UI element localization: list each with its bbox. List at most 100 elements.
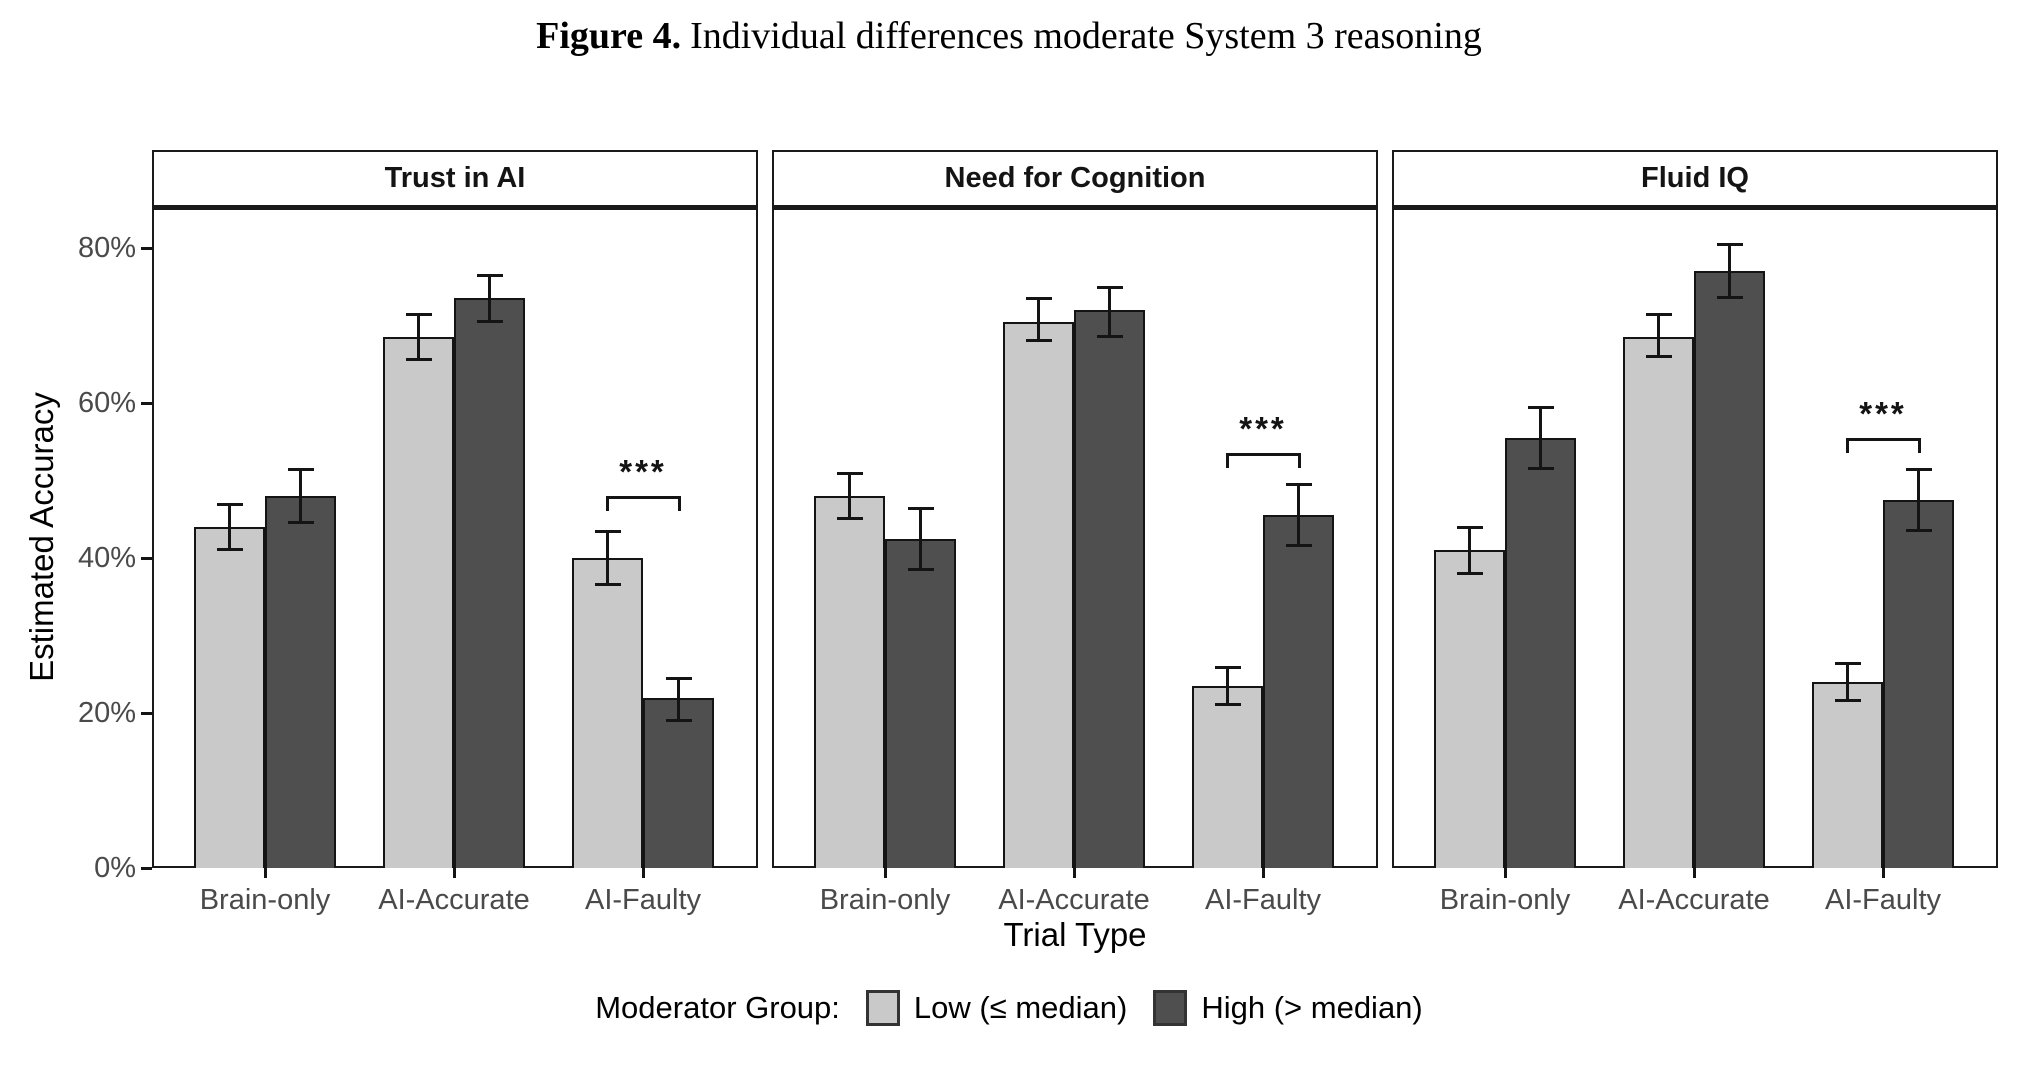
- x-axis-title: Trial Type: [1003, 916, 1147, 953]
- error-bar-cap-bottom: [907, 567, 934, 571]
- y-tick-mark: [141, 556, 152, 560]
- error-bar-line: [1108, 286, 1111, 338]
- x-tick-label: Brain-only: [819, 884, 951, 916]
- x-tick-mark: [1503, 868, 1507, 878]
- significance-stars: ***: [1239, 410, 1287, 448]
- error-bar-line: [1037, 298, 1040, 341]
- error-bar-cap-top: [1527, 405, 1554, 409]
- legend-title: Moderator Group:: [595, 990, 840, 1025]
- figure-title: Figure 4. Individual differences moderate…: [0, 14, 2018, 58]
- bar-high: [454, 298, 525, 868]
- error-bar-cap-top: [1025, 297, 1052, 301]
- error-bar-cap-bottom: [405, 358, 432, 362]
- x-tick-mark: [1692, 868, 1696, 878]
- bar-low: [572, 558, 643, 868]
- bar-high: [1694, 271, 1765, 868]
- bar-low: [1003, 321, 1074, 868]
- facet-strip: Trust in AI: [152, 150, 758, 207]
- error-bar-cap-top: [1285, 483, 1312, 487]
- y-tick-label: 40%: [77, 542, 136, 574]
- significance-bracket: [605, 496, 681, 511]
- error-bar-cap-bottom: [1716, 296, 1743, 300]
- error-bar-line: [1917, 468, 1920, 531]
- y-tick-mark: [141, 246, 152, 250]
- x-tick-mark: [883, 868, 887, 878]
- error-bar-cap-top: [1456, 526, 1483, 529]
- bar-low: [1434, 550, 1505, 868]
- x-tick-mark: [452, 868, 456, 878]
- legend-label-low: Low (≤ median): [913, 990, 1128, 1025]
- bar-high: [643, 697, 714, 868]
- y-tick-label: 80%: [77, 232, 136, 264]
- legend-swatch-high: [1153, 990, 1188, 1026]
- x-tick-mark: [263, 868, 267, 878]
- bar-high: [1505, 437, 1576, 868]
- error-bar-cap-top: [665, 677, 692, 681]
- y-tick-mark: [141, 401, 152, 405]
- error-bar-cap-bottom: [836, 517, 863, 521]
- significance-bracket: [1225, 453, 1301, 469]
- error-bar-line: [299, 468, 302, 524]
- error-bar-cap-bottom: [1905, 528, 1932, 532]
- error-bar-cap-top: [287, 467, 314, 471]
- error-bar-line: [1468, 527, 1471, 574]
- x-tick-label: Brain-only: [199, 884, 331, 916]
- significance-stars: ***: [619, 453, 667, 490]
- error-bar-cap-top: [836, 471, 863, 475]
- bar-low: [814, 496, 885, 868]
- error-bar-cap-top: [594, 529, 621, 533]
- error-bar-cap-top: [1214, 665, 1241, 669]
- x-tick-label: AI-Accurate: [1618, 884, 1770, 916]
- error-bar-line: [606, 530, 609, 586]
- facet-strip: Need for Cognition: [772, 150, 1378, 207]
- figure-title-prefix: Figure 4.: [536, 15, 682, 57]
- error-bar-cap-bottom: [216, 548, 243, 552]
- y-axis-title: Estimated Accuracy: [23, 392, 60, 682]
- error-bar-cap-top: [1905, 467, 1932, 471]
- legend-label-high: High (> median): [1201, 990, 1423, 1025]
- x-tick-label: AI-Accurate: [998, 884, 1150, 916]
- error-bar-cap-bottom: [1456, 571, 1483, 575]
- error-bar-cap-top: [476, 274, 503, 278]
- error-bar-cap-top: [1096, 285, 1123, 289]
- x-tick-label: AI-Faulty: [1824, 884, 1942, 916]
- facet-strip: Fluid IQ: [1392, 150, 1998, 207]
- significance-bracket: [1845, 437, 1921, 453]
- bar-high: [1074, 310, 1145, 868]
- bar-low: [1192, 685, 1263, 868]
- y-tick-mark: [141, 866, 152, 870]
- error-bar-cap-bottom: [1645, 354, 1672, 358]
- error-bar-cap-bottom: [1527, 466, 1554, 470]
- bar-high: [1263, 515, 1334, 868]
- y-tick-label: 20%: [77, 697, 136, 729]
- y-tick-label: 0%: [94, 852, 136, 884]
- error-bar-cap-bottom: [287, 521, 314, 525]
- x-tick-mark: [1881, 868, 1885, 878]
- error-bar-line: [1539, 406, 1542, 469]
- error-bar-cap-bottom: [476, 319, 503, 323]
- error-bar-line: [1226, 666, 1229, 706]
- error-bar-line: [677, 678, 680, 721]
- error-bar-cap-bottom: [665, 718, 692, 722]
- error-bar-line: [1297, 484, 1300, 547]
- error-bar-cap-top: [1716, 243, 1743, 247]
- x-tick-mark: [641, 868, 645, 878]
- bar-low: [383, 337, 454, 868]
- error-bar-line: [488, 275, 491, 322]
- x-tick-mark: [1072, 868, 1076, 878]
- error-bar-line: [1846, 662, 1849, 702]
- bar-high: [885, 538, 956, 868]
- error-bar-cap-bottom: [594, 583, 621, 587]
- error-bar-cap-bottom: [1285, 544, 1312, 548]
- error-bar-cap-bottom: [1096, 335, 1123, 339]
- x-tick-label: AI-Accurate: [378, 884, 530, 916]
- significance-stars: ***: [1859, 394, 1907, 432]
- error-bar-line: [1728, 244, 1731, 299]
- error-bar-cap-bottom: [1214, 703, 1241, 707]
- error-bar-line: [919, 507, 922, 570]
- bar-high: [1883, 499, 1954, 868]
- error-bar-cap-top: [216, 502, 243, 506]
- bar-low: [194, 527, 265, 868]
- error-bar-line: [848, 472, 851, 520]
